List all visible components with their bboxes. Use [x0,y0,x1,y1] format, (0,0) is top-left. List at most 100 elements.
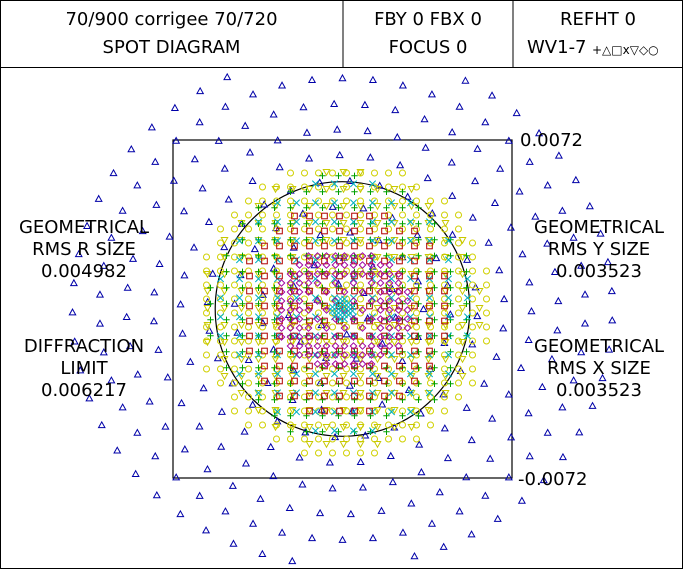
spot-cross [406,370,415,378]
spot-triangle [278,528,287,536]
field-label: FBY 0 FBX 0 [374,9,482,30]
spot-square [426,332,433,340]
spot-square [351,287,358,295]
spot-triangle-down [322,321,331,330]
spot-triangle-down [458,372,467,381]
spot-triangle [398,356,407,364]
spot-circle [315,393,322,401]
spot-circle [231,407,238,415]
spot-triangle [169,176,178,184]
spot-triangle [588,401,597,409]
spot-triangle [228,379,237,387]
spot-diamond [304,306,313,314]
spot-circle [343,225,350,233]
spot-triangle [495,265,504,274]
spot-circle [315,449,322,457]
spot-cross [463,275,472,283]
spot-cross [387,218,396,226]
spot-plus [255,204,262,211]
spot-circle [329,421,336,429]
spot-plus [271,220,278,227]
spot-cross [444,313,453,321]
spot-plus [239,300,246,307]
spot-triangle [208,269,217,277]
rms-y-label-line1: GEOMETRICAL [533,217,665,238]
spot-triangle-down [356,202,365,211]
spot-square [291,212,298,220]
spot-triangle [368,75,377,84]
spot-diamond [394,342,403,350]
subtitle: SPOT DIAGRAM [102,37,241,58]
spot-triangle [467,435,476,444]
spot-diamond [385,297,394,305]
spot-circle [231,393,238,401]
spot-cross [273,256,282,264]
spot-cross [368,199,377,207]
spot-square [336,407,343,415]
spot-triangle [107,233,116,241]
spot-square [276,257,283,265]
spot-diamond [358,360,367,368]
spot-circle [427,197,434,205]
spot-plus [383,428,390,435]
spot-plus [223,252,230,259]
spot-triangle [241,459,251,467]
spot-plus [399,236,406,243]
spot-triangle [473,144,482,152]
spot-square [411,242,418,250]
spot-triangle-down [390,355,399,364]
spot-circle [301,169,308,177]
spot-circle [399,421,406,429]
spot-plus [367,236,374,243]
spot-triangle [214,136,223,144]
spot-cross [311,408,320,416]
spot-triangle [356,457,365,465]
rms-x-label-line2: RMS X SIZE [547,358,651,379]
spot-circle [245,309,252,317]
spot-circle [245,281,252,289]
spot-diamond [394,306,403,314]
spot-square [351,242,358,250]
spot-triangle-down [339,185,348,194]
spot-cross [425,351,434,359]
spot-plus [255,396,262,403]
spot-triangle [288,556,297,565]
spot-circle [301,407,308,415]
spot-circle [357,309,364,317]
spot-diamond [367,261,376,269]
spot-circle [231,379,238,387]
spot-triangle [122,312,131,321]
spot-triangle-down [356,185,365,194]
spot-triangle [127,144,136,153]
spot-triangle-down [407,270,416,279]
spot-square [426,257,433,265]
spot-triangle-down [254,355,263,364]
spot-cross [349,218,358,226]
spot-circle [245,365,252,373]
spot-plus [255,380,262,387]
spot-triangle-down [254,406,263,415]
spot-triangle-down [356,338,365,347]
spot-square [366,392,373,400]
spot-cross [463,332,472,340]
spot-cross [349,370,358,378]
spot-triangle [316,508,325,517]
spot-diamond [322,252,331,260]
spot-diamond [376,342,385,350]
spot-diamond [286,297,295,305]
spot-plus [319,172,326,179]
spot-triangle-down [322,168,331,177]
spot-cross [311,351,320,359]
spot-plus [287,396,294,403]
spot-square [321,407,328,415]
spot-plus [415,348,422,355]
spot-circle [371,379,378,387]
spot-triangle [328,202,337,210]
spot-triangle-down [339,219,348,228]
spot-triangle-down [373,236,382,245]
spot-cross [330,180,339,188]
spot-triangle [298,209,307,217]
spot-circle [343,323,350,331]
spot-triangle-down [288,355,297,364]
spot-triangle [258,549,267,557]
